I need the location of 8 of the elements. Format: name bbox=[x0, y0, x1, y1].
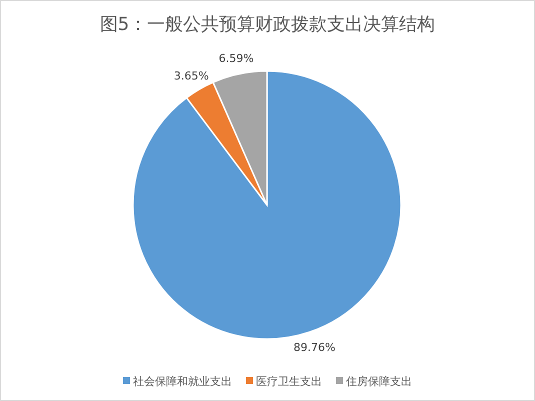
data-label: 89.76% bbox=[293, 341, 336, 354]
legend-label: 住房保障支出 bbox=[346, 374, 412, 388]
chart-title: 图5：一般公共预算财政拨款支出决算结构 bbox=[100, 14, 436, 35]
legend-label: 社会保障和就业支出 bbox=[133, 374, 232, 388]
legend-label: 医疗卫生支出 bbox=[256, 374, 322, 388]
pie-slice bbox=[132, 70, 402, 340]
data-label: 3.65% bbox=[174, 69, 209, 82]
data-label: 6.59% bbox=[218, 52, 254, 66]
